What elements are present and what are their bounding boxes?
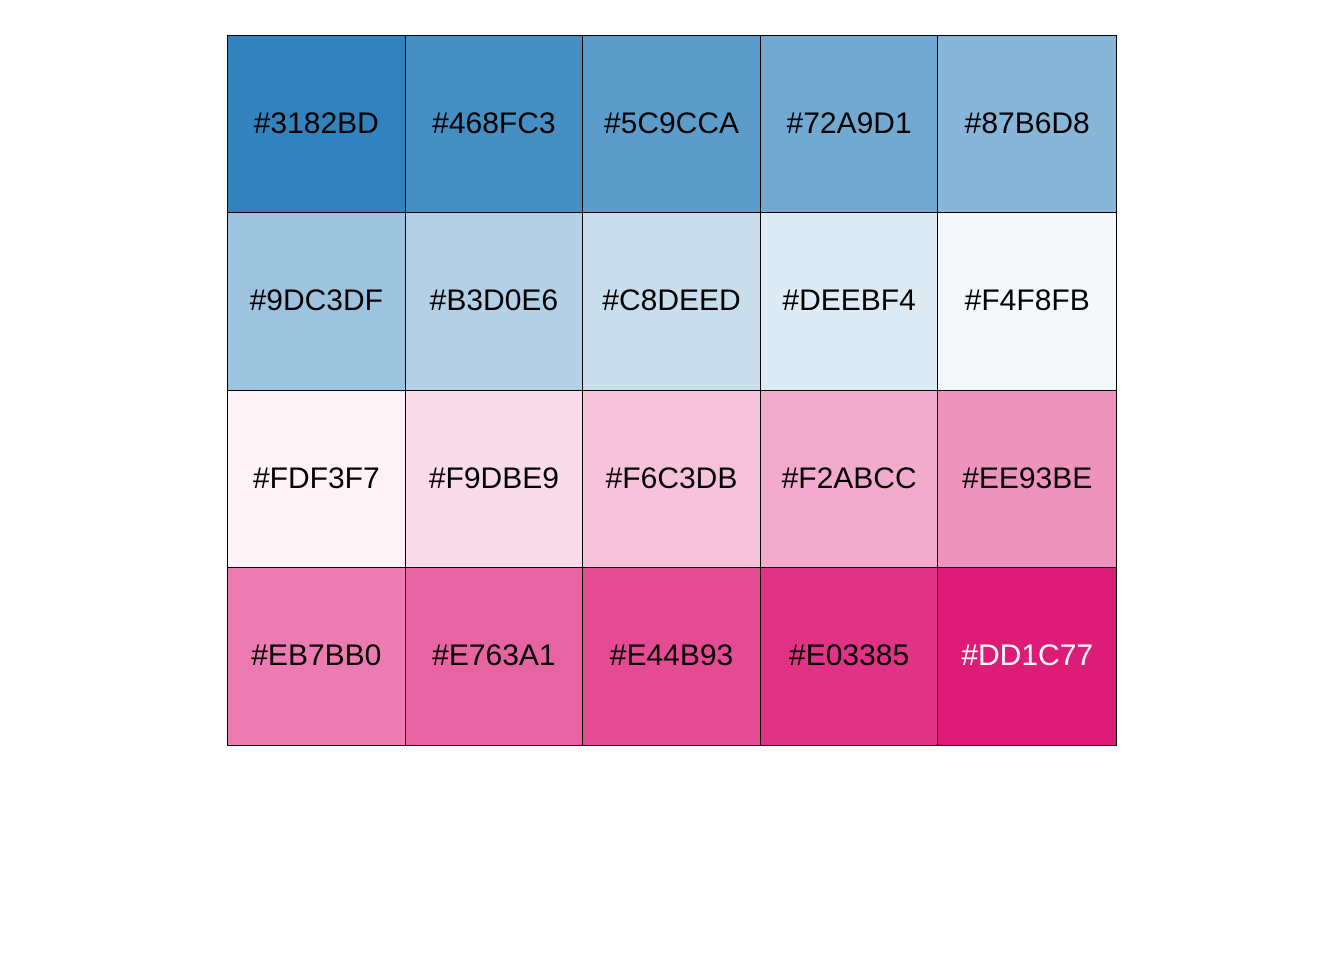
color-swatch: #EE93BE [938,390,1116,568]
color-swatch: #3182BD [228,36,406,214]
color-swatch: #9DC3DF [228,213,406,391]
color-swatch: #72A9D1 [760,36,939,214]
color-swatch: #B3D0E6 [405,213,584,391]
color-swatch: #87B6D8 [938,36,1116,214]
color-swatch: #F2ABCC [760,390,939,568]
color-swatch: #5C9CCA [583,36,761,214]
color-swatch-grid: #3182BD #468FC3 #5C9CCA #72A9D1 #87B6D8 #9DC3… [227,35,1117,746]
color-swatch: #E03385 [760,567,939,745]
color-swatch: #EB7BB0 [228,567,406,745]
color-swatch: #F4F8FB [938,213,1116,391]
color-swatch: #C8DEED [583,213,761,391]
color-swatch: #F6C3DB [583,390,761,568]
color-swatch: #FDF3F7 [228,390,406,568]
color-swatch: #F9DBE9 [405,390,584,568]
color-swatch: #DD1C77 [938,567,1116,745]
color-swatch: #468FC3 [405,36,584,214]
color-swatch: #E763A1 [405,567,584,745]
color-swatch: #DEEBF4 [760,213,939,391]
color-swatch: #E44B93 [583,567,761,745]
